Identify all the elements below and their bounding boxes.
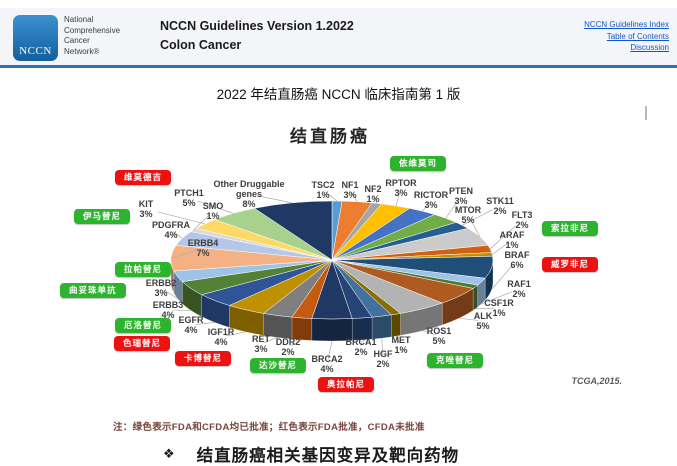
document-title-line1: NCCN Guidelines Version 1.2022	[160, 17, 354, 36]
link-table-of-contents[interactable]: Table of Contents	[584, 31, 669, 43]
header-links: NCCN Guidelines Index Table of Contents …	[584, 19, 669, 54]
nccn-logo: NCCN	[13, 15, 58, 61]
drug-badge-维莫德吉: 维莫德吉	[115, 170, 171, 185]
org-line: Cancer	[64, 36, 120, 47]
org-line: Comprehensive	[64, 26, 120, 37]
cursor-artifact	[645, 106, 647, 120]
document-title: NCCN Guidelines Version 1.2022 Colon Can…	[160, 17, 354, 55]
footer-heading-text: 结直肠癌相关基因变异及靶向药物	[197, 442, 460, 466]
drug-badge-奥拉帕尼: 奥拉帕尼	[318, 377, 374, 392]
drug-badge-拉帕替尼: 拉帕替尼	[115, 262, 171, 277]
drug-badge-威罗非尼: 威罗非尼	[542, 257, 598, 272]
org-line: National	[64, 15, 120, 26]
nccn-logo-text: NCCN	[19, 45, 52, 61]
org-line: Network®	[64, 47, 120, 58]
document-title-line2: Colon Cancer	[160, 36, 354, 55]
drug-badge-厄洛替尼: 厄洛替尼	[115, 318, 171, 333]
pie-slice-side-HGF	[372, 315, 391, 339]
header-divider	[0, 65, 677, 68]
color-legend-note: 注：绿色表示FDA和CFDA均已批准；红色表示FDA批准，CFDA未批准	[113, 419, 425, 433]
drug-badge-索拉非尼: 索拉非尼	[542, 221, 598, 236]
page-subtitle: 2022 年结直肠癌 NCCN 临床指南第 1 版	[0, 83, 677, 103]
nccn-org-name: National Comprehensive Cancer Network®	[64, 15, 120, 57]
pie-slice-side-CSF1R	[473, 285, 478, 310]
drug-badge-克唑替尼: 克唑替尼	[427, 353, 483, 368]
drug-badge-达沙替尼: 达沙替尼	[250, 358, 306, 373]
link-discussion[interactable]: Discussion	[584, 42, 669, 54]
footer-heading: ❖ 结直肠癌相关基因变异及靶向药物	[163, 442, 459, 466]
link-guidelines-index[interactable]: NCCN Guidelines Index	[584, 19, 669, 31]
drug-badge-卡博替尼: 卡博替尼	[175, 351, 231, 366]
drug-badge-色瑞替尼: 色瑞替尼	[114, 336, 170, 351]
diamond-bullet-icon: ❖	[163, 446, 175, 462]
drug-badge-伊马替尼: 伊马替尼	[74, 209, 130, 224]
chart-source-citation: TCGA,2015.	[571, 376, 622, 386]
pie-slice-side-MET	[391, 313, 400, 336]
drug-badge-曲妥珠单抗: 曲妥珠单抗	[60, 283, 126, 298]
drug-badge-依维莫司: 依维莫司	[390, 156, 446, 171]
